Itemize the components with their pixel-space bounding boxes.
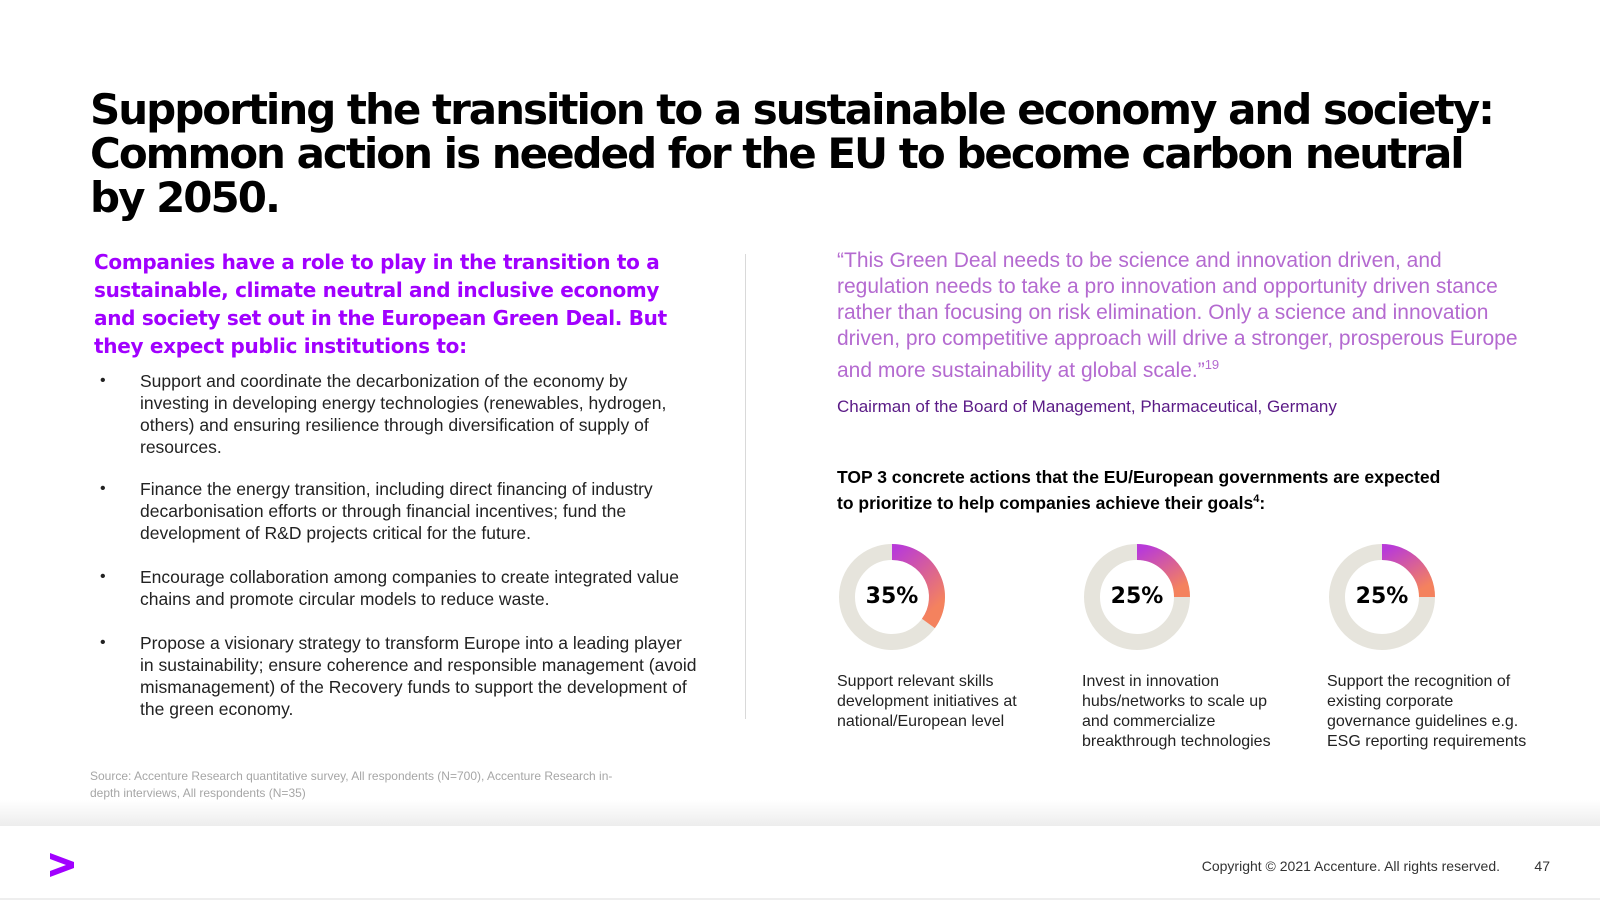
donut-svg <box>839 544 945 650</box>
donut-value-arc <box>891 544 945 629</box>
page-number: 47 <box>1534 858 1550 874</box>
donut-value: 25% <box>1110 584 1164 609</box>
bullet-dot: • <box>100 634 106 651</box>
donut-label-2: Invest in innovation hubs/networks to sc… <box>1082 673 1271 750</box>
page-title: Supporting the transition to a sustainab… <box>90 88 1510 220</box>
donut-label-3: Support the recognition of existing corp… <box>1327 673 1527 750</box>
donut-value: 35% <box>865 584 919 609</box>
bullet-text: Finance the energy transition, including… <box>140 479 653 543</box>
title-line-1: Supporting the transition to a sustainab… <box>90 85 1495 134</box>
donut-value-arc <box>1381 544 1435 598</box>
bullet-text: Encourage collaboration among companies … <box>140 567 679 609</box>
donut-label-1: Support relevant skills development init… <box>837 673 1017 730</box>
column-divider <box>745 254 746 719</box>
actions-heading-colon: : <box>1259 492 1266 513</box>
actions-heading-footnote: 4 <box>1253 493 1260 505</box>
quote: “This Green Deal needs to be science and… <box>837 248 1527 384</box>
footer: Copyright © 2021 Accenture. All rights r… <box>0 826 1600 900</box>
quote-text: “This Green Deal needs to be science and… <box>837 249 1518 382</box>
quote-footnote: 19 <box>1204 357 1220 372</box>
donut-value: 25% <box>1355 584 1409 609</box>
title-line-2: Common action is needed for the EU to be… <box>90 129 1465 178</box>
actions-heading: TOP 3 concrete actions that the EU/Europ… <box>837 466 1457 514</box>
donut-svg <box>1329 544 1435 650</box>
bottom-border <box>0 898 1600 900</box>
donut-svg <box>1084 544 1190 650</box>
copyright-text: Copyright © 2021 Accenture. All rights r… <box>1201 858 1500 874</box>
source-note: Source: Accenture Research quantitative … <box>90 769 613 800</box>
accenture-greater-than-icon <box>50 853 74 877</box>
donut-chart-2: 25% <box>1082 542 1200 660</box>
bullet-text: Support and coordinate the decarbonizati… <box>140 371 667 457</box>
bullet-dot: • <box>100 372 106 389</box>
bullet-dot: • <box>100 480 106 497</box>
donut-chart-1: 35% <box>837 542 955 660</box>
footer-shadow <box>0 800 1600 826</box>
bullet-dot: • <box>100 568 106 585</box>
bullet-text: Propose a visionary strategy to transfor… <box>140 633 697 719</box>
lead-statement: Companies have a role to play in the tra… <box>94 250 667 358</box>
donut-value-arc <box>1136 544 1190 598</box>
donut-chart-3: 25% <box>1327 542 1445 660</box>
title-line-3: by 2050. <box>90 173 281 222</box>
quote-attribution: Chairman of the Board of Management, Pha… <box>837 397 1337 416</box>
actions-heading-text: TOP 3 concrete actions that the EU/Europ… <box>837 467 1441 513</box>
